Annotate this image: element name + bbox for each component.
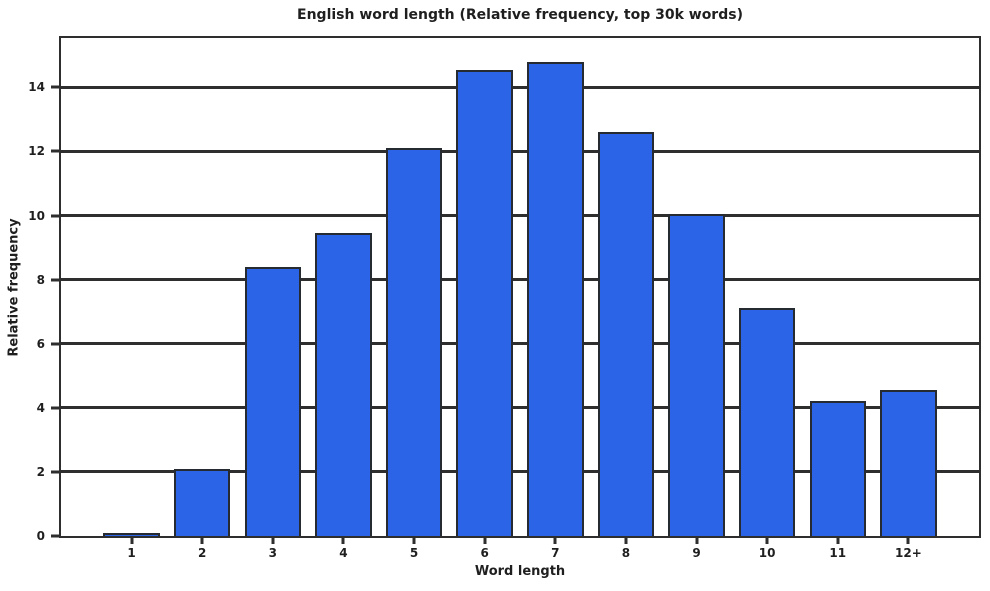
bar-wordlength-6 [456,69,513,536]
y-tick-8 [51,278,59,282]
x-tick-7 [553,538,557,544]
x-tick-3 [271,538,275,544]
bar-wordlength-1 [103,532,160,536]
gridline-y12 [61,149,979,153]
y-tick-label-12: 12 [28,144,45,159]
x-tick-label-10: 10 [758,546,776,560]
x-tick-label-9: 9 [692,546,701,560]
bar-wordlength-7 [527,61,584,536]
x-tick-8 [624,538,628,544]
gridline-y4 [61,406,979,410]
bar-wordlength-2 [173,468,231,536]
x-tick-4 [341,538,345,544]
y-tick-label-6: 6 [36,336,45,351]
y-tick-label-8: 8 [36,272,45,287]
y-tick-label-14: 14 [28,80,45,95]
bar-wordlength-3 [244,266,302,536]
bar-wordlength-10 [738,308,796,536]
x-tick-11 [836,538,840,544]
y-tick-label-0: 0 [36,529,45,543]
plot-area: 0 2 4 6 8 10 12 14 1 2 3 4 5 6 7 8 9 10 11 12+ [28,36,981,559]
gridline-y6 [61,342,979,346]
x-tick-1 [130,538,134,544]
y-axis-label-wrap: Relative frequency [0,36,28,538]
x-tick-6 [483,538,487,544]
x-tick-label-8: 8 [621,546,631,560]
y-tick-label-4: 4 [36,400,45,415]
x-tick-5 [412,538,416,544]
y-tick-2 [51,470,59,474]
x-tick-label-1: 1 [127,546,136,560]
y-tick-0 [51,534,59,538]
y-tick-14 [51,85,59,89]
x-tick-12+ [906,538,910,544]
x-tick-9 [695,538,699,544]
gridline-y14 [61,85,979,89]
gridline-y2 [61,470,979,474]
y-axis-label: Relative frequency [6,217,22,357]
y-tick-10 [51,214,59,218]
chart-title: English word length (Relative frequency,… [297,7,743,23]
bar-wordlength-5 [385,148,443,536]
x-tick-2 [200,538,204,544]
x-tick-label-11: 11 [829,546,847,560]
y-tick-12 [51,149,59,153]
bar-wordlength-8 [597,132,655,536]
bar-wordlength-12+ [880,390,937,536]
y-tick-4 [51,406,59,410]
y-tick-label-2: 2 [36,464,45,479]
gridline-y8 [61,278,979,282]
bar-wordlength-11 [809,401,866,536]
y-tick-label-10: 10 [28,208,45,223]
x-tick-label-6: 6 [480,546,489,560]
x-tick-label-3: 3 [268,546,278,560]
y-tick-6 [51,342,59,346]
x-tick-label-5: 5 [409,546,419,560]
x-tick-label-4: 4 [339,546,348,560]
x-tick-label-2: 2 [198,546,207,560]
x-tick-10 [765,538,769,544]
gridline-y10 [61,214,979,218]
bar-wordlength-9 [668,213,725,536]
x-tick-label-7: 7 [551,546,560,560]
x-axis-label: Word length [474,564,566,579]
bar-wordlength-4 [315,233,372,536]
x-tick-label-12+: 12+ [894,546,922,560]
